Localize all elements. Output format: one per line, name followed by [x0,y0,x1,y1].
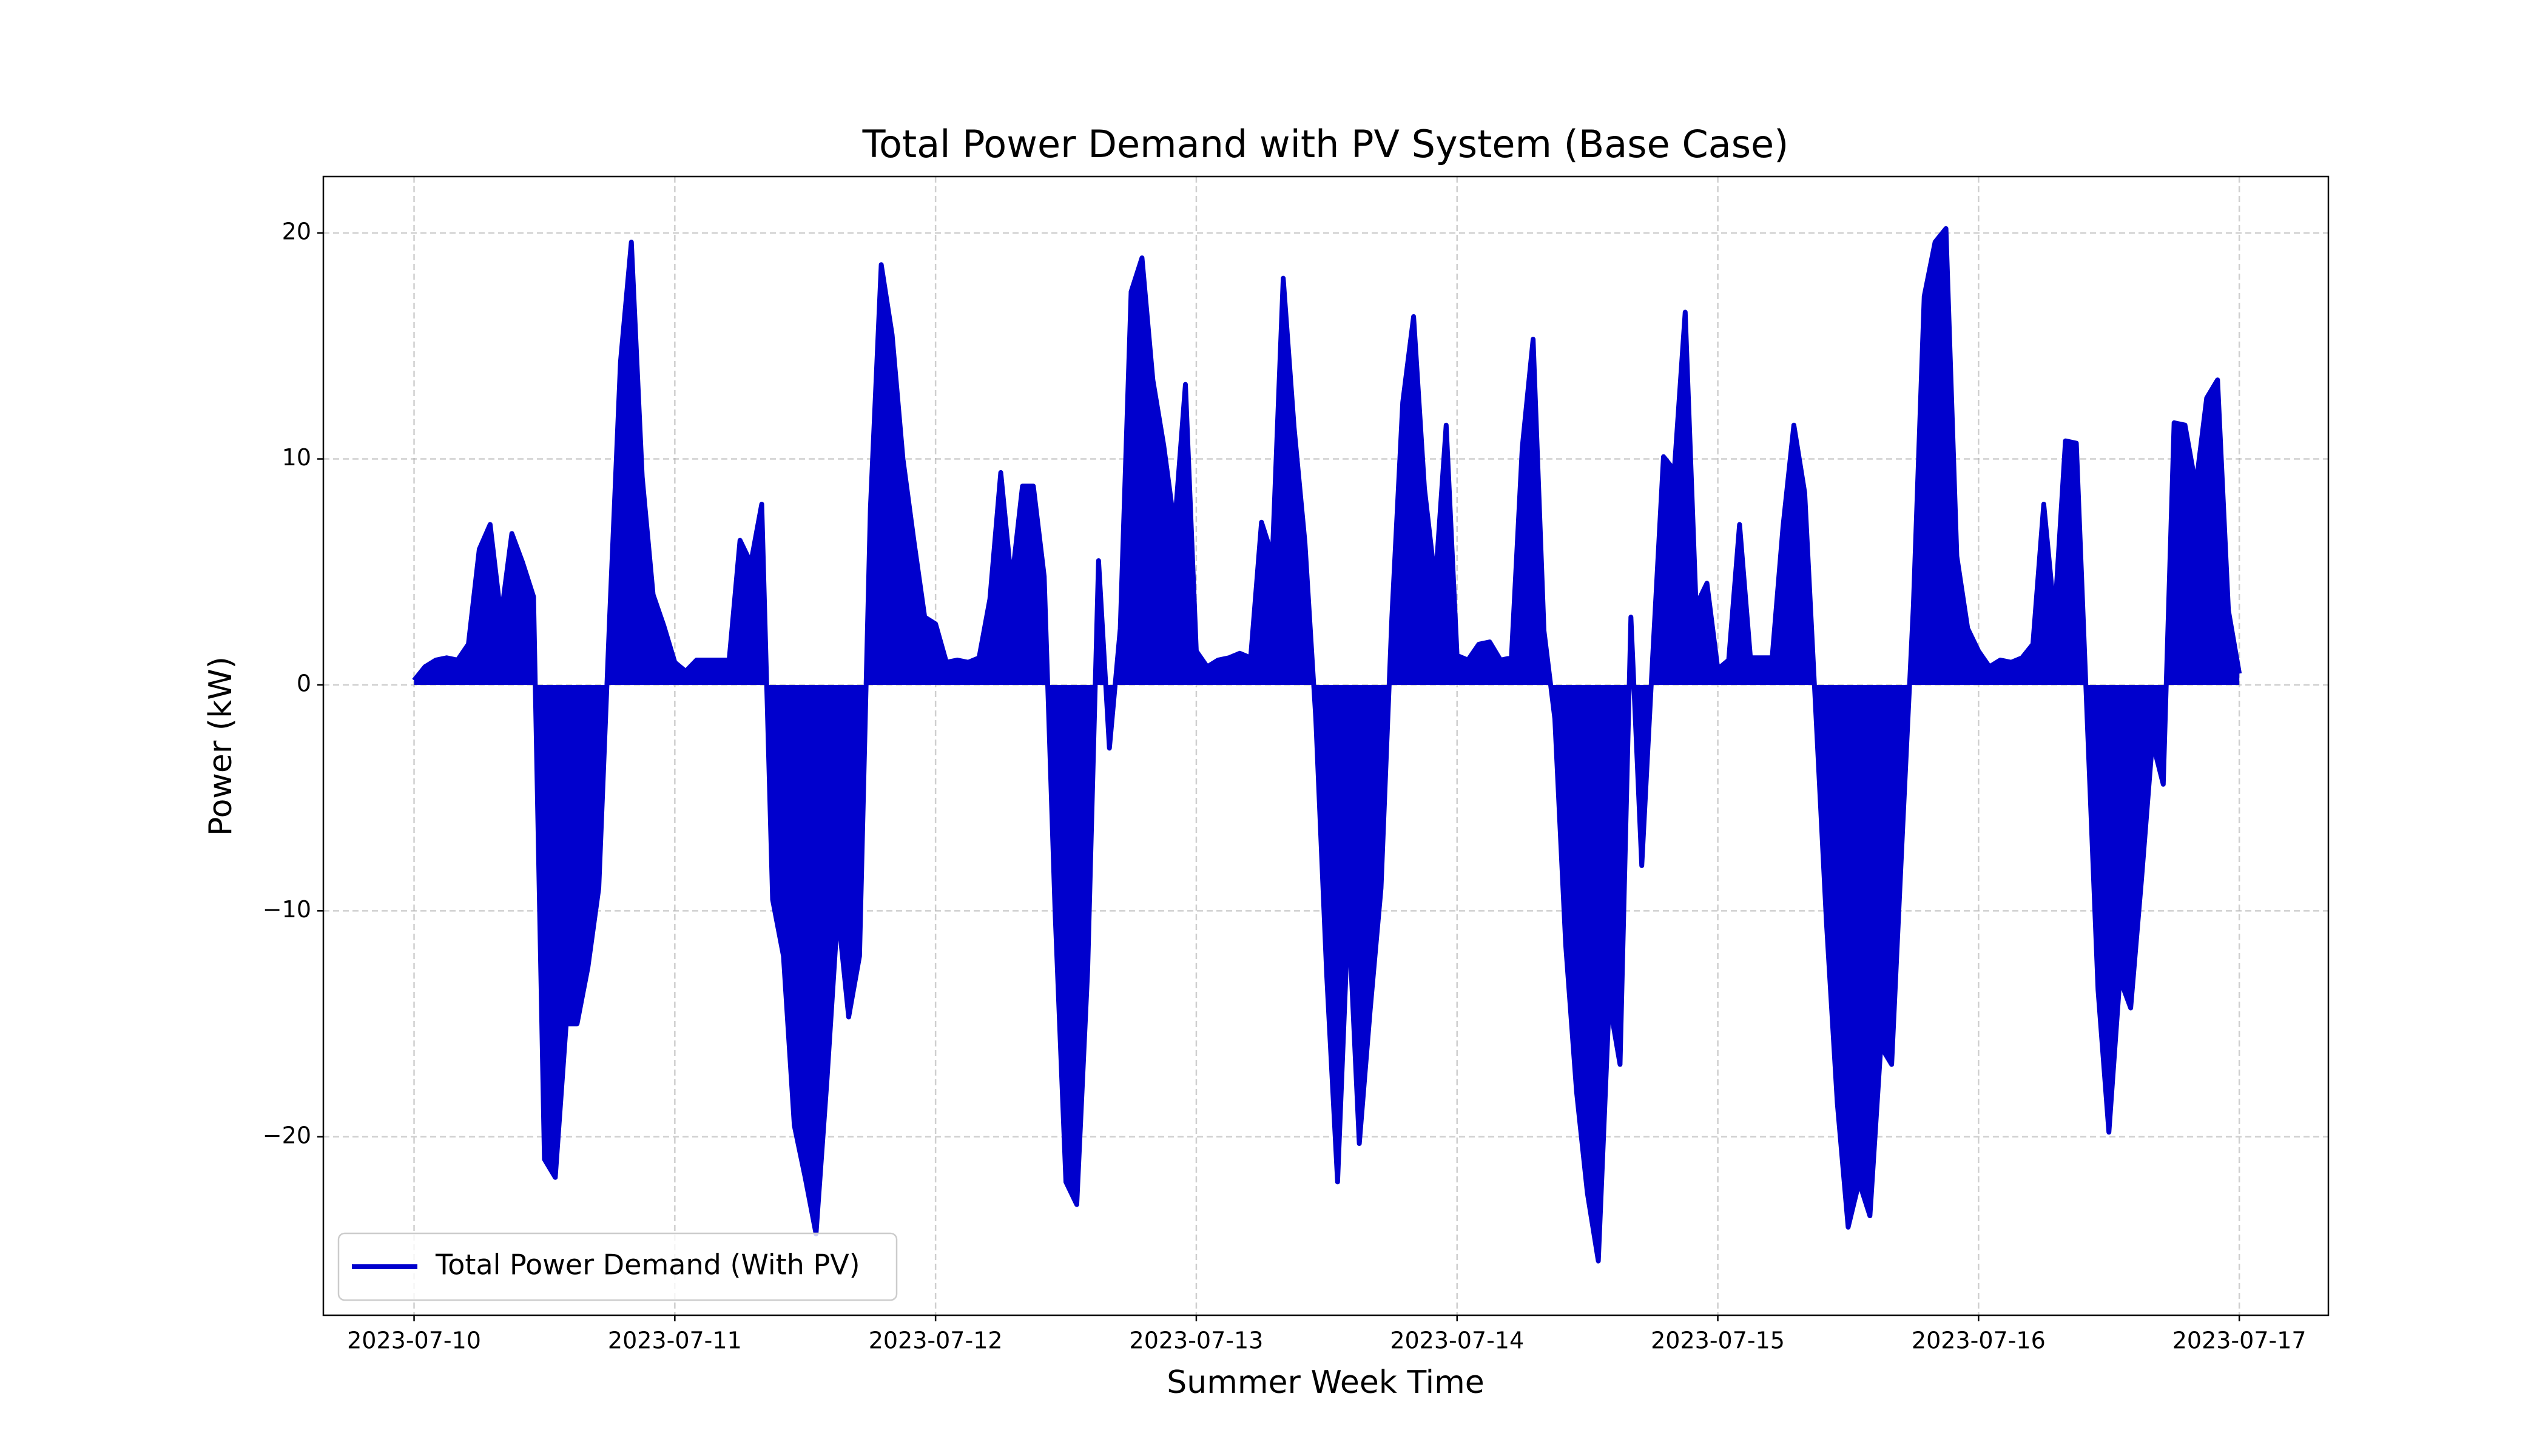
series-line [412,226,2242,1264]
y-tick-label: −20 [263,1122,311,1148]
chart-title: Total Power Demand with PV System (Base … [862,122,1789,166]
area-fill [414,228,2240,1261]
y-tick-label: 0 [297,670,311,696]
x-tick-label: 2023-07-14 [1390,1327,1524,1354]
x-axis-label: Summer Week Time [1167,1364,1484,1401]
legend-label: Total Power Demand (With PV) [435,1249,860,1281]
x-tick-label: 2023-07-13 [1130,1327,1264,1354]
y-tick-label: 20 [282,218,311,245]
plot-frame [322,175,2330,1316]
y-axis-label: Power (kW) [203,656,239,836]
x-tick-label: 2023-07-10 [347,1327,481,1354]
x-tick-label: 2023-07-15 [1651,1327,1785,1354]
x-tick-label: 2023-07-16 [1912,1327,2046,1354]
x-tick-label: 2023-07-12 [869,1327,1003,1354]
legend-box [337,1232,898,1301]
x-tick-label: 2023-07-11 [608,1327,742,1354]
y-tick-label: −10 [263,896,311,923]
y-tick-label: 10 [282,444,311,471]
x-tick-label: 2023-07-17 [2172,1327,2307,1354]
